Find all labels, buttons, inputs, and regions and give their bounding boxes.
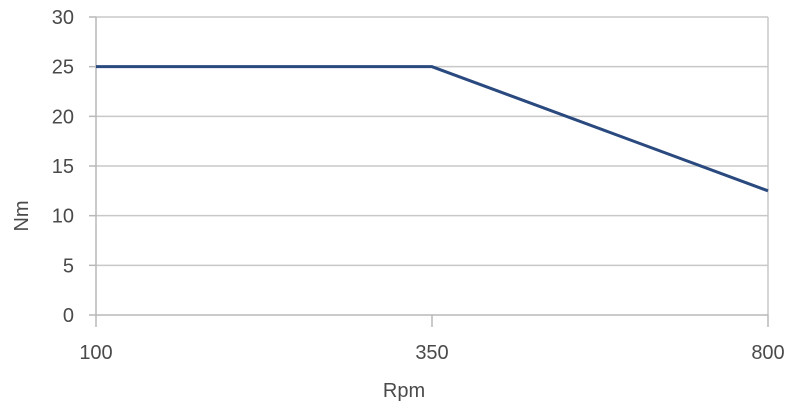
x-tick-label-100: 100: [79, 342, 112, 364]
x-tick-label-350: 350: [415, 342, 448, 364]
y-tick-label-20: 20: [52, 106, 74, 128]
x-tick-label-800: 800: [751, 342, 784, 364]
series-line-0: [96, 67, 768, 191]
axes: [89, 17, 768, 327]
y-axis-title: Nm: [11, 200, 33, 231]
tick-labels: 0 5 10 15 20 25 30 100 350 800: [52, 7, 785, 364]
y-tick-label-5: 5: [63, 255, 74, 277]
x-axis-title: Rpm: [383, 380, 425, 402]
y-tick-label-0: 0: [63, 305, 74, 327]
y-tick-label-30: 30: [52, 7, 74, 29]
series-layer: [96, 67, 768, 191]
y-tick-label-10: 10: [52, 206, 74, 228]
grid-lines: [96, 17, 768, 265]
y-tick-label-15: 15: [52, 156, 74, 178]
y-tick-label-25: 25: [52, 57, 74, 79]
